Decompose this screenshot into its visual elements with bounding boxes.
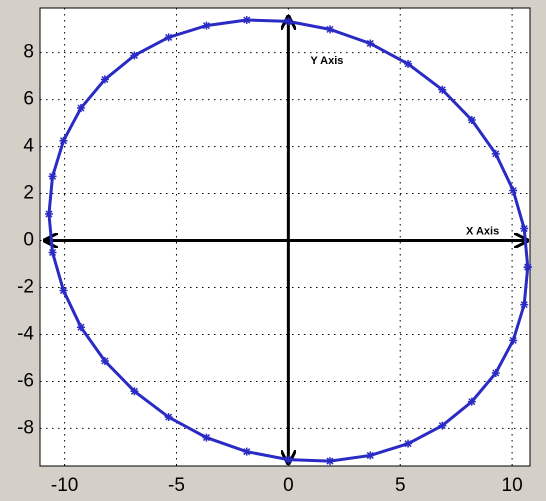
star-marker — [325, 25, 334, 34]
star-marker — [509, 336, 518, 345]
annotation: Y Axis — [310, 55, 343, 67]
star-marker — [130, 387, 139, 396]
star-marker — [366, 451, 375, 460]
x-tick-label: -10 — [51, 475, 78, 496]
y-tick-label: -4 — [17, 323, 34, 344]
star-marker — [242, 15, 251, 24]
star-marker — [284, 17, 293, 26]
star-marker — [164, 33, 173, 42]
annotation: X Axis — [466, 226, 499, 238]
star-marker — [520, 300, 529, 309]
star-marker — [284, 455, 293, 464]
x-tick-label: -5 — [168, 475, 185, 496]
star-marker — [130, 51, 139, 60]
y-tick-label: -8 — [17, 417, 34, 438]
star-marker — [100, 75, 109, 84]
plot-area — [39, 7, 531, 467]
star-marker — [509, 186, 518, 195]
star-marker — [404, 59, 413, 68]
star-marker — [467, 397, 476, 406]
y-tick-label: 6 — [23, 89, 34, 110]
star-marker — [404, 439, 413, 448]
star-marker — [59, 286, 68, 295]
x-tick-label: 0 — [283, 475, 294, 496]
star-marker — [44, 209, 53, 218]
y-tick-label: 2 — [23, 183, 34, 204]
star-marker — [164, 413, 173, 422]
star-marker — [242, 447, 251, 456]
y-tick-label: -2 — [17, 277, 34, 298]
y-tick-label: -6 — [17, 370, 34, 391]
x-tick-label: 5 — [395, 475, 406, 496]
x-tick-label: 10 — [502, 475, 523, 496]
star-marker — [48, 248, 57, 257]
y-tick-label: 4 — [23, 136, 34, 157]
star-marker — [438, 421, 447, 430]
star-marker — [325, 457, 334, 466]
star-marker — [491, 368, 500, 377]
star-marker — [76, 323, 85, 332]
star-marker — [202, 433, 211, 442]
star-marker — [59, 136, 68, 145]
star-marker — [523, 263, 532, 272]
star-marker — [467, 116, 476, 125]
star-marker — [100, 357, 109, 366]
star-marker — [202, 21, 211, 30]
star-marker — [366, 39, 375, 48]
star-marker — [76, 104, 85, 113]
star-marker — [438, 85, 447, 94]
y-tick-label: 8 — [23, 42, 34, 63]
star-marker — [48, 172, 57, 181]
star-marker — [520, 224, 529, 233]
y-tick-label: 0 — [23, 230, 34, 251]
star-marker — [491, 149, 500, 158]
